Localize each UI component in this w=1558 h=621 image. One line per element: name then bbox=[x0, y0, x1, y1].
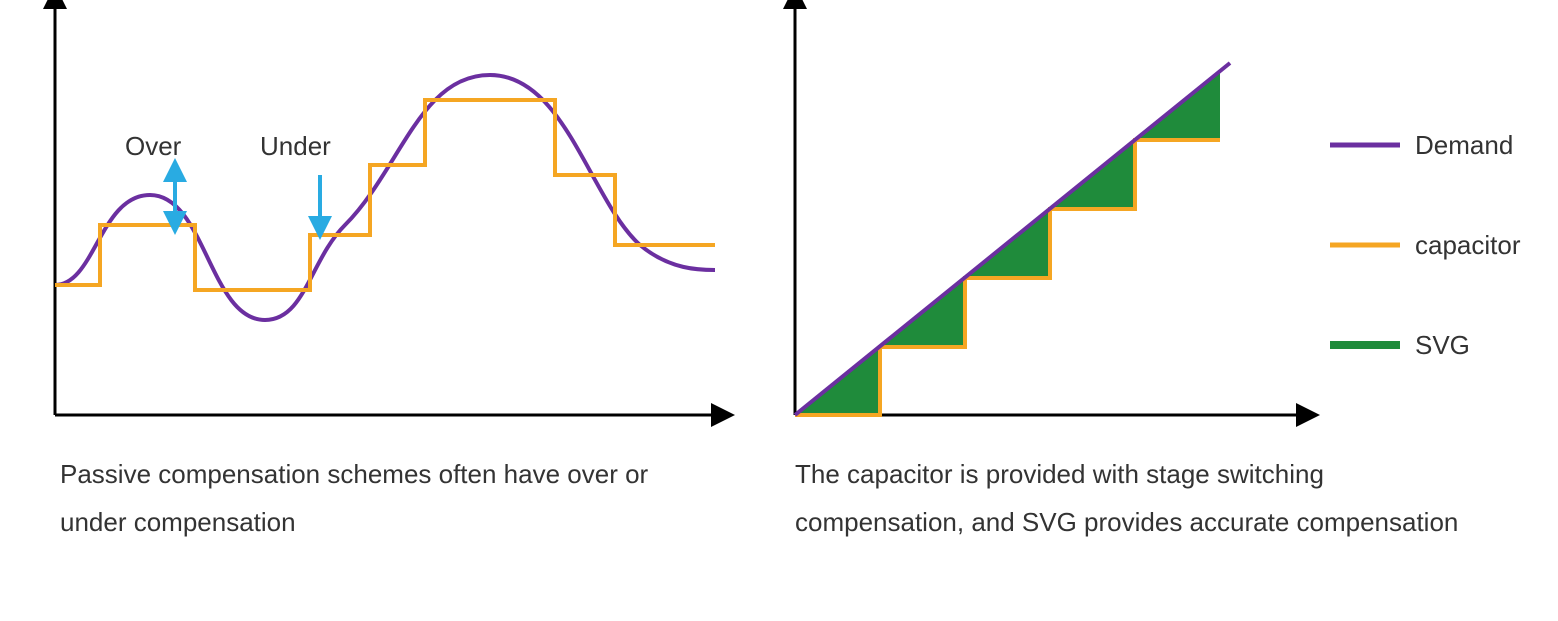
under-label: Under bbox=[260, 131, 331, 161]
over-label: Over bbox=[125, 131, 182, 161]
legend-label-svg: SVG bbox=[1415, 330, 1470, 360]
legend: Demand capacitor SVG bbox=[1330, 130, 1521, 360]
right-caption: The capacitor is provided with stage swi… bbox=[795, 450, 1475, 546]
left-caption: Passive compensation schemes often have … bbox=[60, 450, 680, 546]
left-chart: Over Under bbox=[55, 5, 715, 415]
figure-wrap: Over Under Demand capacitor SVG Passive co… bbox=[0, 0, 1558, 621]
right-chart bbox=[795, 5, 1300, 415]
right-demand-line bbox=[795, 63, 1230, 415]
legend-label-demand: Demand bbox=[1415, 130, 1513, 160]
legend-swatch-svg bbox=[1330, 341, 1400, 349]
legend-label-capacitor: capacitor bbox=[1415, 230, 1521, 260]
